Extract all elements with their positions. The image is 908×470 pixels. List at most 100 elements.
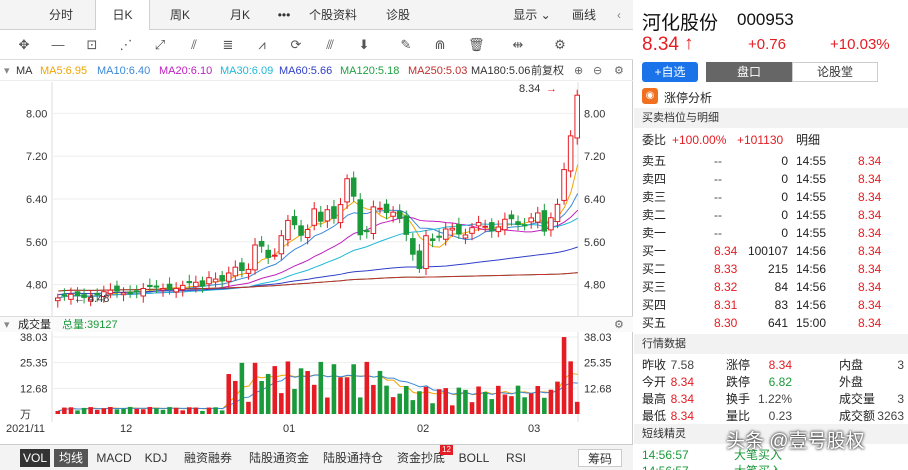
parallel-tool-icon[interactable]: ⫽ bbox=[191, 37, 197, 52]
quote-key: 昨收 bbox=[642, 358, 667, 372]
volume-chart[interactable]: 38.03 38.03 25.35 25.35 12.68 12.68 万 bbox=[0, 332, 633, 422]
volume-ma-line bbox=[58, 374, 578, 412]
ma120-value: MA120:5.18 bbox=[340, 65, 400, 77]
tab-diagnose[interactable]: 诊股 bbox=[385, 8, 410, 22]
volume-toggle-icon[interactable]: ▾ bbox=[4, 319, 10, 331]
fibonacci-tool-icon[interactable]: ≣ bbox=[222, 37, 234, 52]
xaxis-label: 02 bbox=[417, 423, 430, 435]
candle bbox=[423, 235, 429, 270]
volume-bar bbox=[574, 401, 580, 414]
tab-margin[interactable]: 融资融券 bbox=[183, 451, 232, 465]
tab-boll[interactable]: BOLL bbox=[458, 451, 490, 465]
volume-bar bbox=[213, 407, 218, 414]
volume-bar bbox=[548, 389, 554, 414]
volume-bar bbox=[318, 361, 324, 414]
volume-bar bbox=[292, 388, 297, 414]
volume-bar bbox=[436, 389, 442, 414]
volume-settings-icon[interactable]: ⚙ bbox=[614, 319, 624, 331]
fan-tool-icon[interactable]: ⋰ bbox=[119, 37, 133, 52]
candle bbox=[219, 275, 225, 282]
trash-icon[interactable]: 🗑 bbox=[468, 37, 485, 52]
candle bbox=[364, 230, 370, 233]
tab-monthly-k[interactable]: 月K bbox=[229, 8, 250, 22]
price-gridlines bbox=[52, 112, 578, 286]
rect-tool-icon[interactable]: ⊡ bbox=[86, 37, 98, 52]
tab-weekly-k[interactable]: 周K bbox=[169, 8, 190, 22]
scale-icon[interactable]: ⇹ bbox=[512, 37, 524, 52]
tab-rsi[interactable]: RSI bbox=[505, 451, 526, 465]
level-label: 卖五 bbox=[642, 154, 667, 168]
more-button[interactable]: ••• bbox=[277, 8, 291, 22]
volume-bar bbox=[108, 406, 113, 414]
candle bbox=[160, 287, 166, 291]
volume-tick-right: 12.68 bbox=[584, 383, 612, 395]
candle bbox=[396, 210, 403, 219]
limit-up-analysis-link[interactable]: 涨停分析 bbox=[664, 91, 713, 105]
quote-value: 3 bbox=[897, 358, 904, 372]
line-tool-icon[interactable]: — bbox=[51, 37, 65, 52]
level-price: -- bbox=[714, 226, 722, 240]
tab-hk-hold[interactable]: 陆股通持仓 bbox=[322, 451, 383, 465]
candle bbox=[232, 266, 239, 277]
short-row[interactable]: 14:56:57 大笔买入 bbox=[634, 462, 908, 470]
volume-bar bbox=[331, 364, 337, 414]
quote-key: 外盘 bbox=[839, 375, 864, 389]
chips-button[interactable]: 筹码 bbox=[578, 449, 622, 467]
candle bbox=[350, 177, 357, 197]
tab-intraday[interactable]: 分时 bbox=[48, 8, 73, 22]
display-dropdown[interactable]: 显示 ⌄ bbox=[505, 0, 559, 30]
zoom-in-icon[interactable]: ⊕ bbox=[574, 65, 584, 77]
volume-bar bbox=[351, 364, 356, 414]
quote-key: 成交额 bbox=[839, 409, 876, 423]
adjust-mode[interactable]: 前复权 bbox=[531, 65, 564, 77]
arrow-down-icon[interactable]: ⬇ bbox=[358, 37, 370, 52]
tick-price: 8.34 bbox=[858, 244, 882, 258]
tab-forum[interactable]: 论股堂 bbox=[792, 62, 878, 82]
tab-ma[interactable]: 均线 bbox=[54, 449, 88, 467]
cycle-tool-icon[interactable]: ⟳ bbox=[290, 37, 302, 52]
volume-bar bbox=[410, 400, 416, 414]
tab-kdj[interactable]: KDJ bbox=[144, 451, 168, 465]
ma-settings-icon[interactable]: ⚙ bbox=[614, 65, 624, 77]
kline-chart[interactable]: 8.00 8.00 7.20 7.20 6.40 6.40 5.60 5.60 4.80 4.80… bbox=[0, 82, 633, 316]
chevron-left-icon[interactable]: ‹ bbox=[617, 8, 621, 22]
short-row[interactable]: 14:56:57 大笔买入 bbox=[634, 446, 908, 464]
candle bbox=[508, 214, 515, 220]
tick-price: 8.34 bbox=[858, 226, 882, 240]
volume-bar bbox=[555, 381, 560, 414]
tab-stock-profile[interactable]: 个股资料 bbox=[308, 8, 357, 22]
wave-tool-icon[interactable]: ⩘ bbox=[258, 37, 266, 52]
low-arrow-icon: ← bbox=[74, 293, 85, 305]
candle bbox=[436, 235, 442, 238]
crosshair-icon[interactable]: ✥ bbox=[18, 37, 30, 52]
settings-icon[interactable]: ⚙ bbox=[554, 37, 566, 52]
gann-tool-icon[interactable]: ⫻ bbox=[326, 37, 334, 52]
volume-bar bbox=[173, 407, 179, 414]
tab-daily-k[interactable]: 日K bbox=[95, 0, 150, 30]
add-watchlist-button[interactable]: +自选 bbox=[642, 62, 698, 82]
draw-line-button[interactable]: 画线 bbox=[571, 8, 596, 22]
tab-hk-flow[interactable]: 陆股通资金 bbox=[248, 451, 309, 465]
price-tick-left: 8.00 bbox=[26, 108, 47, 120]
orderbook-title: 买卖档位与明细 bbox=[634, 108, 908, 128]
ratio-label: 委比 bbox=[642, 133, 667, 147]
ma-eye-icon[interactable]: ▾ bbox=[4, 65, 10, 77]
ray-tool-icon[interactable]: ⤢ bbox=[154, 37, 166, 52]
ma20-value: MA20:6.10 bbox=[159, 65, 213, 77]
tab-macd[interactable]: MACD bbox=[96, 451, 132, 465]
ma-legend: ▾ MA MA5:6.95 MA10:6.40 MA20:6.10 MA30:6… bbox=[0, 61, 633, 81]
tab-vol[interactable]: VOL bbox=[20, 449, 50, 467]
up-arrow-icon: ↑ bbox=[684, 33, 694, 54]
low-price-marker: 4.48 bbox=[88, 293, 109, 305]
tab-bottom-fish[interactable]: 资金抄底 bbox=[396, 451, 445, 465]
pencil-icon[interactable]: ✎ bbox=[400, 37, 412, 52]
volume-bar bbox=[443, 388, 448, 414]
magnet-icon[interactable]: ⋒ bbox=[434, 37, 446, 52]
level-volume: 0 bbox=[781, 190, 788, 204]
zoom-out-icon[interactable]: ⊖ bbox=[593, 65, 603, 77]
volume-bar bbox=[206, 407, 212, 414]
orderbook-row: 卖二 -- 0 14:55 8.34 bbox=[634, 206, 908, 224]
tab-orderbook[interactable]: 盘口 bbox=[706, 62, 792, 82]
level-label: 买四 bbox=[642, 298, 667, 312]
volume-bar bbox=[265, 373, 271, 414]
